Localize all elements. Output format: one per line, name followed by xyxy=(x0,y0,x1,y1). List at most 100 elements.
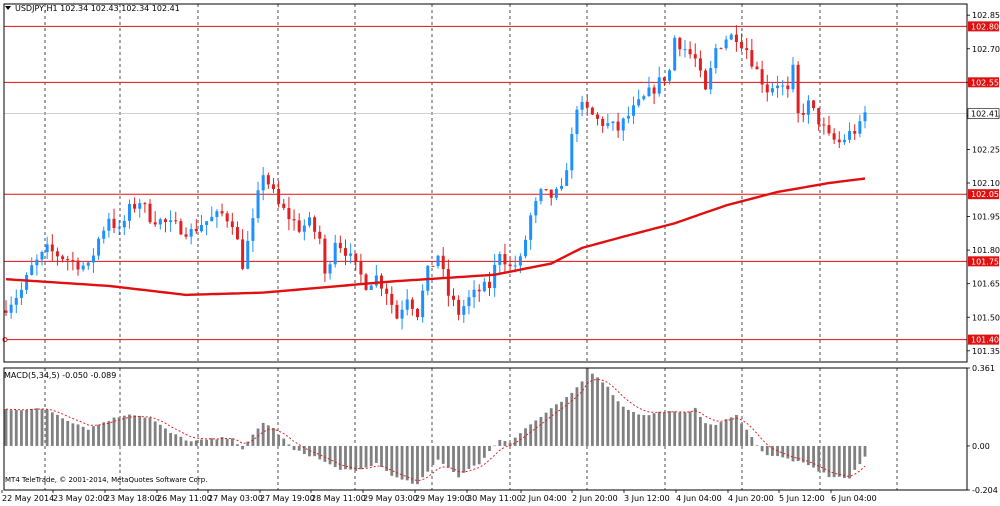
candle-body-110[interactable] xyxy=(570,134,574,171)
candle-body-68[interactable] xyxy=(354,253,358,262)
candle-body-148[interactable] xyxy=(765,84,769,93)
candle-body-76[interactable] xyxy=(395,304,399,319)
candle-body-6[interactable] xyxy=(35,259,39,266)
candle-body-28[interactable] xyxy=(148,203,152,223)
candle-body-165[interactable] xyxy=(853,131,857,134)
candle-body-5[interactable] xyxy=(30,265,34,275)
candle-body-55[interactable] xyxy=(287,207,291,220)
candle-body-32[interactable] xyxy=(169,220,173,223)
candle-body-83[interactable] xyxy=(431,265,435,267)
candle-body-149[interactable] xyxy=(770,88,774,93)
candle-body-61[interactable] xyxy=(318,231,322,239)
candle-body-160[interactable] xyxy=(827,125,831,134)
candle-body-38[interactable] xyxy=(199,224,203,232)
candle-body-156[interactable] xyxy=(806,100,810,115)
candle-body-89[interactable] xyxy=(462,306,466,315)
candle-body-75[interactable] xyxy=(390,293,394,305)
candle-body-56[interactable] xyxy=(292,219,296,221)
candle-body-7[interactable] xyxy=(40,251,44,260)
candle-body-53[interactable] xyxy=(277,188,281,204)
candle-body-9[interactable] xyxy=(50,244,54,252)
candle-body-16[interactable] xyxy=(86,262,90,266)
candle-body-13[interactable] xyxy=(71,260,75,262)
candle-body-129[interactable] xyxy=(668,70,672,81)
candle-body-155[interactable] xyxy=(801,113,805,115)
candle-body-130[interactable] xyxy=(673,37,677,71)
candle-body-63[interactable] xyxy=(328,264,332,274)
candle-body-151[interactable] xyxy=(781,85,785,87)
candle-body-29[interactable] xyxy=(153,222,157,225)
candle-body-163[interactable] xyxy=(842,139,846,143)
candle-body-138[interactable] xyxy=(714,48,718,69)
candle-body-17[interactable] xyxy=(91,255,95,263)
candle-body-51[interactable] xyxy=(266,175,270,185)
candle-body-2[interactable] xyxy=(14,297,18,305)
candle-body-57[interactable] xyxy=(297,220,301,232)
candle-body-21[interactable] xyxy=(112,218,116,228)
candle-body-141[interactable] xyxy=(729,34,733,40)
candle-body-12[interactable] xyxy=(66,259,70,261)
candle-body-125[interactable] xyxy=(647,87,651,97)
candle-body-84[interactable] xyxy=(436,255,440,267)
candle-body-52[interactable] xyxy=(271,184,275,189)
candle-body-164[interactable] xyxy=(848,131,852,140)
macd-panel[interactable] xyxy=(4,367,867,485)
candle-body-74[interactable] xyxy=(385,288,389,294)
candle-body-31[interactable] xyxy=(163,219,167,223)
candle-body-92[interactable] xyxy=(477,289,481,292)
candle-body-37[interactable] xyxy=(194,228,198,232)
candle-body-20[interactable] xyxy=(107,218,111,231)
candle-body-87[interactable] xyxy=(452,295,456,300)
candle-body-60[interactable] xyxy=(313,217,317,232)
candle-body-3[interactable] xyxy=(19,289,23,298)
candle-body-42[interactable] xyxy=(220,211,224,214)
candle-body-25[interactable] xyxy=(133,203,137,209)
candle-body-147[interactable] xyxy=(760,69,764,85)
candle-body-46[interactable] xyxy=(241,239,245,269)
candle-body-126[interactable] xyxy=(652,87,656,94)
candle-body-167[interactable] xyxy=(863,112,867,122)
candle-body-137[interactable] xyxy=(709,68,713,90)
candle-body-152[interactable] xyxy=(786,85,790,90)
candle-body-113[interactable] xyxy=(585,101,589,108)
moving-average-line[interactable] xyxy=(5,177,866,297)
candle-body-93[interactable] xyxy=(482,281,486,292)
candle-body-115[interactable] xyxy=(596,114,600,119)
candle-body-95[interactable] xyxy=(493,264,497,289)
macd-signal-line[interactable] xyxy=(5,378,866,482)
candle-body-103[interactable] xyxy=(534,201,538,216)
candle-body-48[interactable] xyxy=(251,218,255,241)
candle-body-111[interactable] xyxy=(575,109,579,135)
candle-body-34[interactable] xyxy=(179,221,183,235)
candle-body-118[interactable] xyxy=(611,121,615,124)
candle-body-35[interactable] xyxy=(184,234,188,237)
candle-body-131[interactable] xyxy=(678,37,682,50)
candle-body-36[interactable] xyxy=(189,228,193,237)
candle-body-69[interactable] xyxy=(359,261,363,275)
candle-body-24[interactable] xyxy=(127,203,131,221)
candle-body-70[interactable] xyxy=(364,274,368,290)
candle-body-132[interactable] xyxy=(683,49,687,51)
candle-body-50[interactable] xyxy=(261,175,265,191)
candle-body-112[interactable] xyxy=(580,101,584,110)
candle-body-23[interactable] xyxy=(122,220,126,228)
candle-body-102[interactable] xyxy=(529,215,533,240)
candle-body-134[interactable] xyxy=(693,54,697,59)
candle-body-94[interactable] xyxy=(488,281,492,289)
candle-body-140[interactable] xyxy=(724,39,728,49)
candle-body-30[interactable] xyxy=(158,219,162,225)
candle-body-98[interactable] xyxy=(508,264,512,267)
candle-body-8[interactable] xyxy=(45,244,49,252)
candle-body-72[interactable] xyxy=(374,275,378,286)
candle-body-107[interactable] xyxy=(554,188,558,198)
candle-body-65[interactable] xyxy=(338,242,342,249)
candle-body-45[interactable] xyxy=(235,227,239,240)
candle-body-49[interactable] xyxy=(256,190,260,219)
candle-body-85[interactable] xyxy=(441,255,445,270)
candle-body-80[interactable] xyxy=(415,308,419,318)
candle-body-135[interactable] xyxy=(698,58,702,71)
candle-body-44[interactable] xyxy=(230,221,234,228)
candle-body-39[interactable] xyxy=(205,221,209,225)
candle-body-119[interactable] xyxy=(616,121,620,131)
candlestick-series[interactable] xyxy=(4,25,867,330)
